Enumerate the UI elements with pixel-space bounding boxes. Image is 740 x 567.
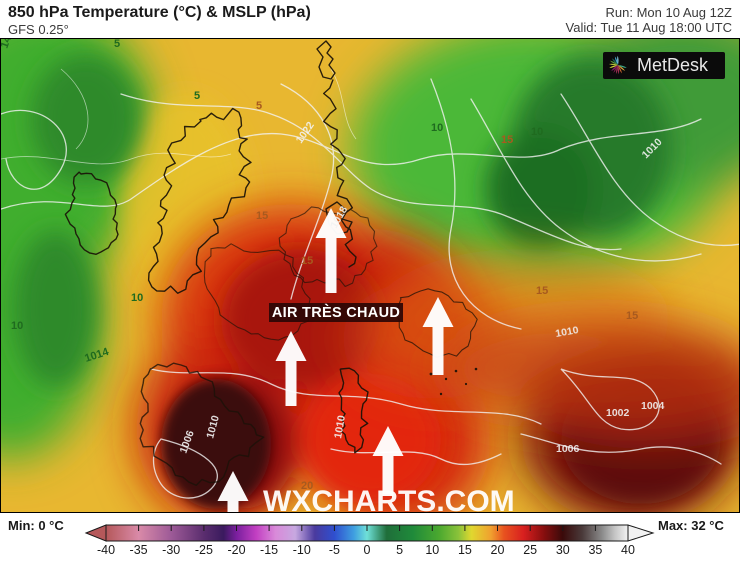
svg-text:Max: 32 °C: Max: 32 °C [658, 518, 725, 533]
svg-text:15: 15 [501, 134, 513, 146]
svg-text:1004: 1004 [641, 400, 665, 412]
svg-text:1002: 1002 [606, 407, 630, 419]
svg-text:10: 10 [531, 126, 543, 138]
svg-text:0: 0 [364, 543, 371, 557]
svg-text:-15: -15 [260, 543, 278, 557]
svg-text:35: 35 [588, 543, 602, 557]
svg-text:10: 10 [431, 122, 443, 134]
svg-text:5: 5 [114, 39, 120, 50]
svg-text:5: 5 [194, 90, 200, 102]
svg-text:15: 15 [301, 255, 313, 267]
svg-text:-20: -20 [227, 543, 245, 557]
svg-text:5: 5 [256, 100, 262, 112]
svg-text:15: 15 [626, 310, 638, 322]
svg-text:5: 5 [396, 543, 403, 557]
svg-text:WXCHARTS.COM: WXCHARTS.COM [263, 485, 515, 513]
svg-text:Min: 0 °C: Min: 0 °C [8, 518, 64, 533]
svg-text:25: 25 [523, 543, 537, 557]
svg-text:-40: -40 [97, 543, 115, 557]
svg-text:-35: -35 [130, 543, 148, 557]
svg-text:15: 15 [458, 543, 472, 557]
svg-text:15: 15 [256, 210, 268, 222]
svg-text:10: 10 [425, 543, 439, 557]
svg-text:10: 10 [11, 320, 23, 332]
svg-text:20: 20 [491, 543, 505, 557]
svg-text:1006: 1006 [556, 443, 580, 455]
svg-text:30: 30 [556, 543, 570, 557]
svg-text:-5: -5 [329, 543, 340, 557]
svg-text:-30: -30 [162, 543, 180, 557]
svg-text:MetDesk: MetDesk [637, 55, 709, 75]
svg-text:-10: -10 [293, 543, 311, 557]
svg-text:15: 15 [536, 285, 548, 297]
svg-text:10: 10 [131, 292, 143, 304]
svg-text:-25: -25 [195, 543, 213, 557]
svg-text:AIR TRÈS CHAUD: AIR TRÈS CHAUD [272, 304, 400, 321]
svg-text:40: 40 [621, 543, 635, 557]
